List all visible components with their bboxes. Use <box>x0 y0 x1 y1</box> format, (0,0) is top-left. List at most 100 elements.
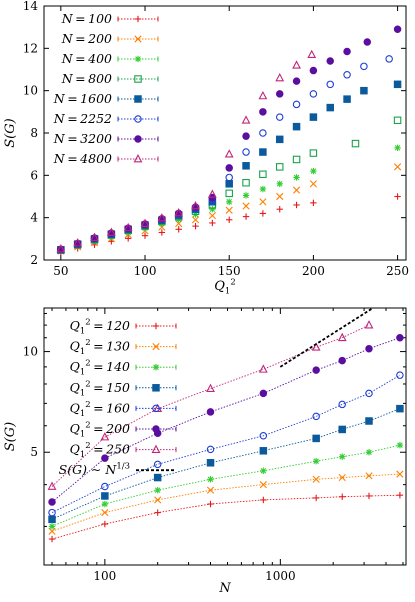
legend-label: N = 400 <box>61 51 112 66</box>
data-point <box>260 496 267 504</box>
y-tick-label: 10 <box>23 84 38 98</box>
data-point <box>56 244 66 253</box>
series-line <box>51 337 401 503</box>
y-tick-label: 10 <box>23 345 38 359</box>
data-point <box>101 482 109 491</box>
data-point <box>396 404 404 413</box>
data-point <box>309 149 318 157</box>
data-point <box>101 520 109 528</box>
data-point <box>276 206 283 213</box>
data-point <box>258 90 268 100</box>
data-point <box>259 129 267 137</box>
data-point <box>259 210 267 217</box>
data-point <box>101 508 109 517</box>
data-point <box>48 508 56 517</box>
data-point <box>396 441 404 449</box>
data-point <box>365 472 373 480</box>
data-point <box>207 476 214 483</box>
legend-entry: Q12 = 160 <box>70 400 177 419</box>
legend-label: Q12 = 150 <box>70 379 130 398</box>
x-axis-label: N <box>218 581 231 596</box>
legend: N = 100 N = 200 N = 400 N = 800 N = 1600 N = … <box>53 11 159 166</box>
data-point <box>276 180 283 187</box>
series-5 <box>48 371 404 517</box>
plot-frame <box>43 307 407 566</box>
x-tick-label: 100 <box>93 569 116 583</box>
data-point <box>365 344 373 353</box>
legend-marker <box>134 55 142 63</box>
data-point <box>242 213 250 220</box>
legend-label: Q12 = 130 <box>70 338 130 357</box>
legend-marker <box>134 115 142 123</box>
data-point <box>326 57 334 65</box>
legend-entry: N = 3200 <box>53 131 159 146</box>
data-point <box>339 453 346 460</box>
legend-label: N = 800 <box>61 71 112 86</box>
data-point <box>124 235 132 242</box>
y-tick-label: 14 <box>23 0 39 13</box>
y-axis-label: S(G) <box>3 422 18 451</box>
data-point <box>364 320 374 329</box>
data-point <box>365 417 373 425</box>
data-point <box>209 219 216 227</box>
data-point <box>312 494 320 502</box>
data-point <box>309 180 317 188</box>
data-point <box>292 155 301 164</box>
x-tick-label: 150 <box>218 264 241 278</box>
data-point <box>310 199 317 207</box>
data-point <box>100 432 110 441</box>
data-point <box>259 389 268 398</box>
data-point <box>396 470 404 478</box>
data-point <box>225 164 233 172</box>
data-point <box>259 170 267 179</box>
data-point <box>275 72 285 82</box>
data-point <box>394 144 401 152</box>
data-point <box>101 500 109 508</box>
x-tick-label: 1000 <box>265 569 296 583</box>
data-point <box>393 163 402 171</box>
x-axis-label: Q12 <box>214 278 236 297</box>
data-point <box>48 535 56 543</box>
data-point <box>224 149 234 158</box>
data-point <box>175 226 182 233</box>
data-point <box>209 206 216 213</box>
x-tick-label: 200 <box>302 264 325 278</box>
data-point <box>394 193 401 200</box>
data-point <box>360 86 368 95</box>
data-point <box>206 459 215 467</box>
data-point <box>191 201 200 210</box>
data-point <box>242 202 250 210</box>
data-point <box>393 25 402 34</box>
data-point <box>365 389 373 398</box>
data-point <box>157 213 167 222</box>
data-point <box>338 473 346 482</box>
data-point <box>90 232 99 241</box>
data-point <box>343 71 351 79</box>
data-point <box>174 208 184 217</box>
data-point <box>153 473 162 482</box>
data-point <box>309 66 318 75</box>
data-point <box>312 434 320 443</box>
data-point <box>396 491 404 499</box>
data-point <box>292 122 301 131</box>
legend-marker <box>134 135 142 143</box>
legend-marker <box>152 364 160 371</box>
data-point <box>48 527 56 535</box>
data-point <box>225 189 233 198</box>
x-tick-label: 50 <box>53 264 68 278</box>
data-point <box>226 216 233 223</box>
data-point <box>141 232 149 239</box>
data-point <box>154 486 161 494</box>
y-axis-label: S(G) <box>3 118 18 147</box>
legend-label: N = 4800 <box>53 151 112 166</box>
data-point <box>225 206 233 214</box>
series-8 <box>279 308 375 368</box>
legend-entry: N = 1600 <box>53 91 159 106</box>
x-tick-label: 250 <box>386 264 409 278</box>
series-4 <box>48 404 404 524</box>
legend-label: N = 200 <box>61 31 112 46</box>
data-point <box>259 432 268 440</box>
legend-entry: N = 2252 <box>53 111 159 126</box>
